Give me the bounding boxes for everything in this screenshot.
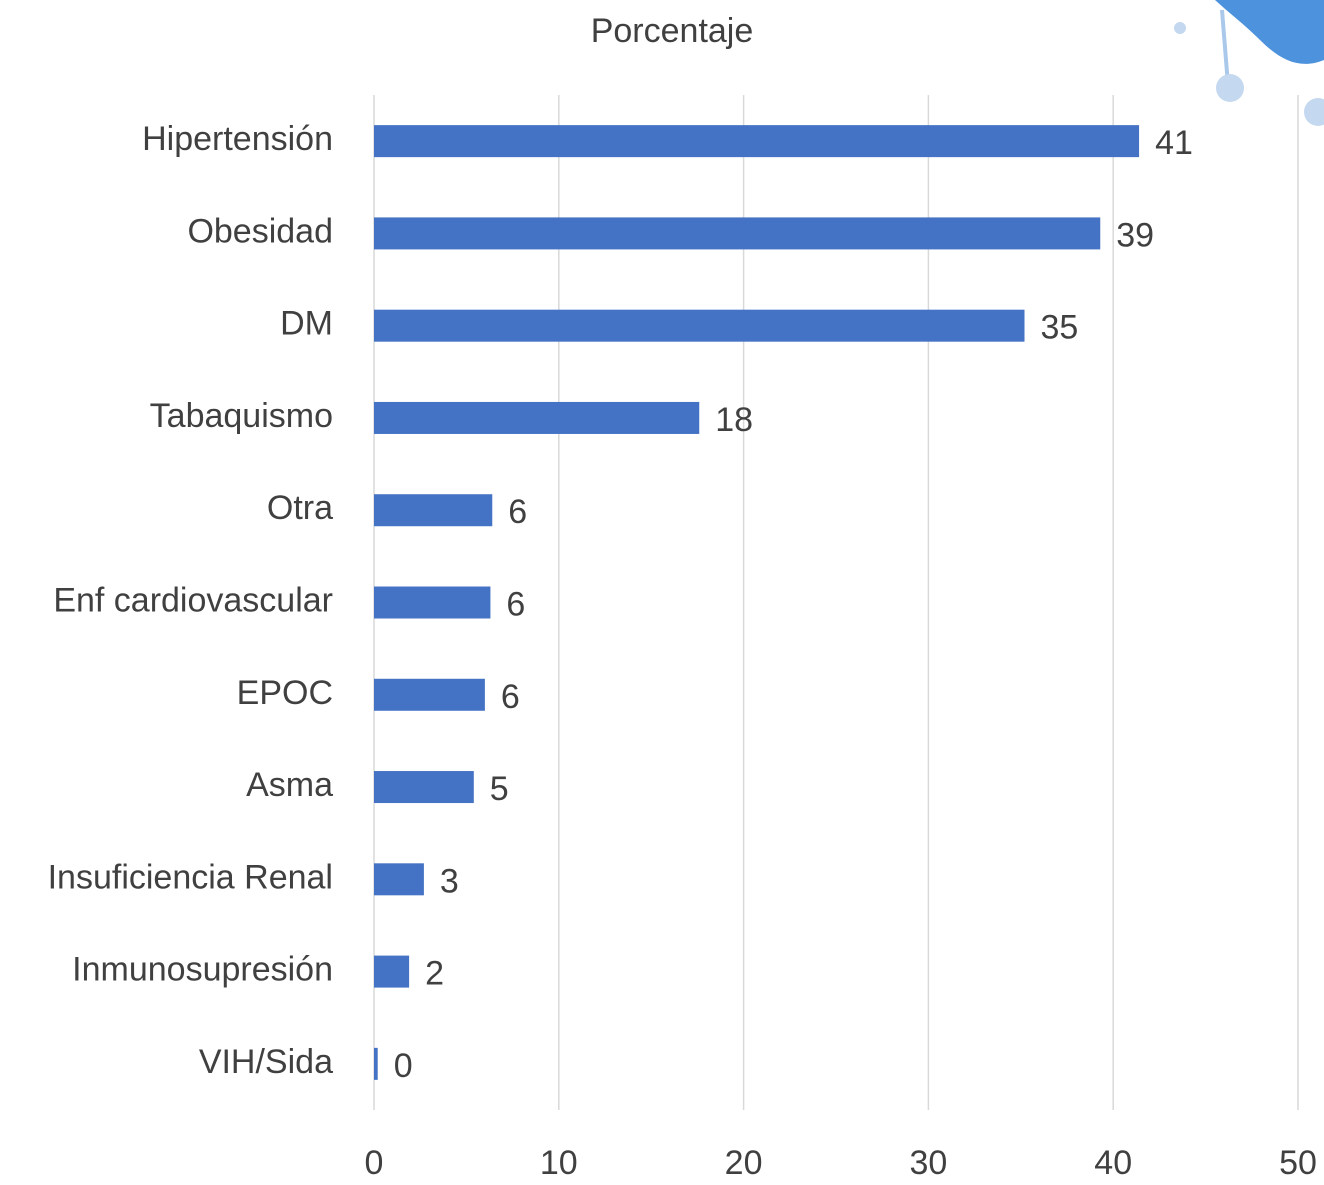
y-tick-label: Hipertensión <box>142 120 333 158</box>
y-tick-label: Enf cardiovascular <box>53 581 333 619</box>
bar <box>374 217 1101 250</box>
bar <box>374 678 485 711</box>
bar <box>374 309 1025 342</box>
value-label: 0 <box>394 1047 413 1085</box>
logo <box>1174 0 1324 126</box>
value-label: 6 <box>501 678 520 716</box>
value-label: 2 <box>425 955 444 993</box>
bar <box>374 863 424 896</box>
y-tick-label: Tabaquismo <box>150 397 333 435</box>
y-tick-label: Obesidad <box>187 212 333 250</box>
y-tick-label: EPOC <box>237 674 333 712</box>
y-tick-label: Otra <box>267 489 333 527</box>
bar <box>374 771 474 804</box>
x-tick-label: 10 <box>540 1144 578 1182</box>
value-label: 3 <box>440 862 459 900</box>
x-tick-label: 50 <box>1279 1144 1317 1182</box>
y-tick-label: VIH/Sida <box>199 1043 333 1081</box>
value-label: 6 <box>508 493 527 531</box>
x-tick-label: 30 <box>909 1144 947 1182</box>
bar <box>374 955 410 988</box>
chart-title: Porcentaje <box>591 12 754 50</box>
bar <box>374 1047 378 1080</box>
y-tick-label: Inmunosupresión <box>72 951 333 989</box>
bar <box>374 586 491 619</box>
value-label: 6 <box>506 585 525 623</box>
bar <box>374 401 700 434</box>
value-label: 41 <box>1155 124 1193 162</box>
x-tick-label: 20 <box>725 1144 763 1182</box>
y-tick-label: DM <box>280 305 333 343</box>
x-tick-label: 0 <box>365 1144 384 1182</box>
x-tick-label: 40 <box>1094 1144 1132 1182</box>
value-label: 39 <box>1116 216 1154 254</box>
value-label: 18 <box>715 401 753 439</box>
value-label: 35 <box>1040 309 1078 347</box>
value-label: 5 <box>490 770 509 808</box>
y-tick-label: Insuficiencia Renal <box>48 858 333 896</box>
y-tick-label: Asma <box>246 766 333 804</box>
bar <box>374 494 493 527</box>
bar <box>374 125 1140 158</box>
